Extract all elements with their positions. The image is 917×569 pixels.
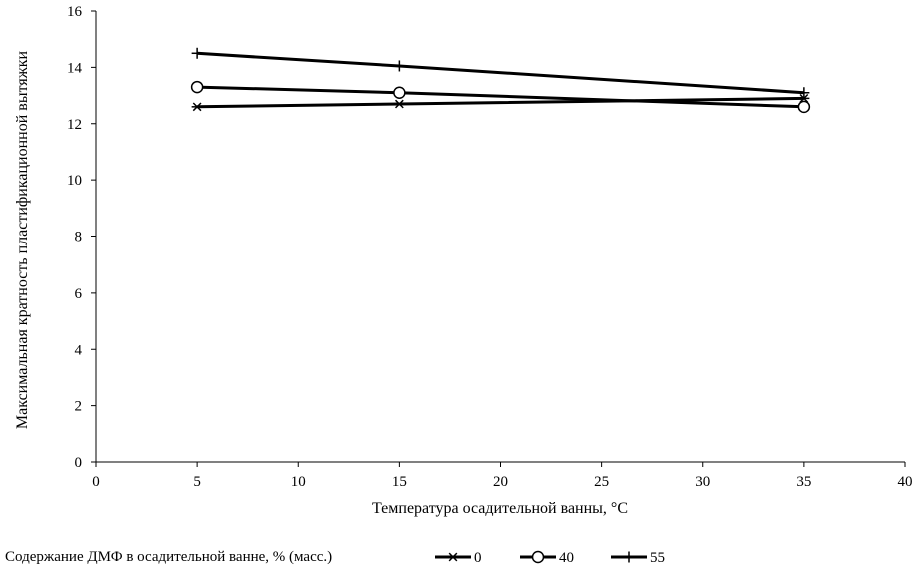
data-point-asterisk-marker — [393, 99, 405, 109]
data-point-plus-marker — [393, 60, 405, 72]
data-point-circle-marker — [797, 100, 811, 114]
y-tick-label: 12 — [67, 117, 82, 133]
y-tick-label: 10 — [67, 173, 82, 189]
data-point-circle-marker — [393, 86, 406, 99]
legend-title: Содержание ДМФ в осадительной ванне, % (… — [5, 549, 332, 565]
legend-label: 55 — [650, 550, 665, 566]
legend-label: 0 — [474, 550, 482, 566]
legend: Содержание ДМФ в осадительной ванне, % (… — [5, 549, 665, 566]
legend-items: 0 40 55 — [435, 550, 665, 566]
x-axis-ticks: 0 5 10 15 20 25 30 35 40 — [92, 462, 913, 490]
axes — [95, 11, 905, 463]
x-tick-label: 0 — [92, 474, 100, 490]
data-point-plus-marker — [191, 47, 203, 59]
y-tick-label: 8 — [75, 230, 83, 246]
x-tick-label: 30 — [695, 474, 710, 490]
x-tick-label: 20 — [493, 474, 508, 490]
y-tick-label: 16 — [67, 4, 83, 20]
y-tick-label: 4 — [75, 342, 83, 358]
y-axis-ticks: 0 2 4 6 8 10 12 14 16 — [67, 4, 96, 471]
series-40 — [190, 80, 811, 114]
legend-item: 40 — [520, 550, 574, 566]
y-tick-label: 0 — [75, 455, 83, 471]
data-point-asterisk-marker — [191, 102, 203, 112]
data-point-asterisk-marker — [798, 94, 810, 103]
legend-item: 55 — [611, 550, 665, 566]
data-point-circle-marker — [531, 550, 545, 564]
x-tick-label: 35 — [796, 474, 811, 490]
x-tick-label: 25 — [594, 474, 609, 490]
series-0 — [191, 94, 810, 112]
data-point-asterisk-marker — [447, 552, 459, 562]
y-tick-label: 14 — [67, 60, 83, 76]
x-tick-label: 10 — [291, 474, 306, 490]
legend-label: 40 — [559, 550, 574, 566]
series-line — [197, 51, 804, 95]
series-layer — [190, 47, 811, 114]
y-axis-title: Максимальная кратность пластификационной… — [14, 50, 31, 429]
y-tick-label: 2 — [75, 399, 83, 415]
data-point-plus-marker — [623, 551, 635, 563]
legend-item: 0 — [435, 550, 482, 566]
x-tick-label: 5 — [193, 474, 201, 490]
series-55 — [191, 47, 810, 99]
data-point-circle-marker — [190, 80, 204, 94]
data-point-plus-marker — [798, 87, 810, 99]
y-tick-label: 6 — [75, 286, 83, 302]
x-tick-label: 40 — [898, 474, 913, 490]
x-tick-label: 15 — [392, 474, 407, 490]
x-axis-title: Температура осадительной ванны, °С — [372, 500, 628, 517]
